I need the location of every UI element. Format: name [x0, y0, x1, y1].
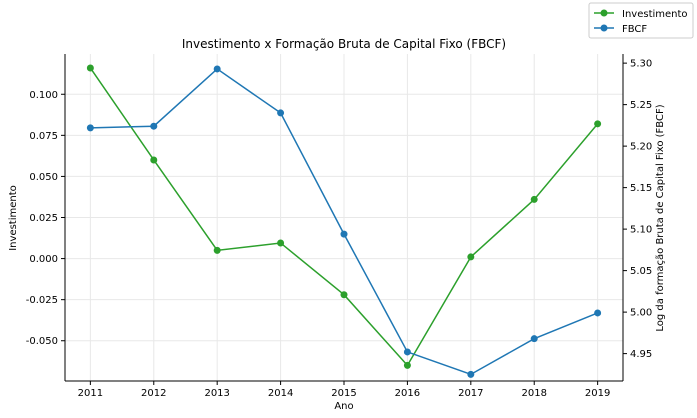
- y-left-tick-label: 0.100: [29, 90, 58, 101]
- y-right-tick-label: 5.10: [630, 225, 652, 236]
- legend: Investimento FBCF: [588, 2, 694, 39]
- y-left-tick-label: -0.050: [26, 336, 58, 347]
- data-point-fbcf: [467, 370, 475, 378]
- y-right-tick-label: 5.30: [630, 59, 652, 70]
- y-left-axis-title: Investimento: [8, 185, 19, 251]
- data-point-fbcf: [277, 109, 285, 117]
- x-ticks: 2011 2012 2013 2014 2015 2016 2017 2018 2019: [78, 381, 610, 399]
- data-point-investimento: [403, 361, 411, 369]
- x-axis-title: Ano: [334, 401, 353, 412]
- data-point-fbcf: [594, 309, 602, 317]
- y-right-ticks: 4.95 5.00 5.05 5.10 5.15 5.20 5.25 5.30: [623, 59, 652, 360]
- x-tick-label: 2012: [141, 388, 166, 399]
- data-point-fbcf: [86, 124, 94, 132]
- data-point-investimento: [150, 156, 158, 164]
- data-point-investimento: [594, 120, 602, 128]
- data-point-investimento: [530, 195, 538, 203]
- legend-label-fbcf: FBCF: [622, 24, 647, 35]
- y-right-tick-label: 5.00: [630, 308, 652, 319]
- x-tick-label: 2017: [458, 388, 483, 399]
- y-right-tick-label: 5.05: [630, 266, 652, 277]
- y-right-axis-title: Log da formação Bruta de Capital Fixo (F…: [655, 104, 666, 331]
- x-tick-label: 2013: [204, 388, 229, 399]
- y-left-tick-label: 0.025: [29, 213, 58, 224]
- y-right-tick-label: 5.25: [630, 100, 652, 111]
- y-left-ticks: -0.050 -0.025 0.000 0.025 0.050 0.075 0.100: [26, 90, 65, 347]
- series-layer: [86, 64, 602, 378]
- x-tick-label: 2019: [585, 388, 610, 399]
- data-point-investimento: [467, 253, 475, 261]
- data-point-fbcf: [340, 230, 348, 238]
- data-point-investimento: [277, 239, 285, 247]
- legend-marker-investimento: [600, 9, 608, 17]
- y-right-tick-label: 5.20: [630, 142, 652, 153]
- y-right-tick-label: 4.95: [630, 349, 652, 360]
- x-tick-label: 2011: [78, 388, 103, 399]
- x-tick-label: 2018: [522, 388, 547, 399]
- data-point-investimento: [213, 246, 221, 254]
- chart-title: Investimento x Formação Bruta de Capital…: [182, 37, 506, 51]
- data-point-fbcf: [530, 335, 538, 343]
- data-point-fbcf: [150, 122, 158, 130]
- x-tick-label: 2016: [395, 388, 420, 399]
- data-point-investimento: [86, 64, 94, 72]
- legend-label-investimento: Investimento: [622, 9, 688, 20]
- data-point-fbcf: [213, 65, 221, 73]
- y-right-tick-label: 5.15: [630, 183, 652, 194]
- y-left-tick-label: 0.050: [29, 172, 58, 183]
- legend-box: [588, 2, 694, 39]
- x-tick-label: 2015: [331, 388, 356, 399]
- y-left-tick-label: 0.075: [29, 131, 58, 142]
- data-point-investimento: [340, 291, 348, 299]
- x-tick-label: 2014: [268, 388, 293, 399]
- y-left-tick-label: 0.000: [29, 254, 58, 265]
- data-point-fbcf: [403, 348, 411, 356]
- y-left-tick-label: -0.025: [26, 295, 58, 306]
- legend-marker-fbcf: [600, 24, 608, 32]
